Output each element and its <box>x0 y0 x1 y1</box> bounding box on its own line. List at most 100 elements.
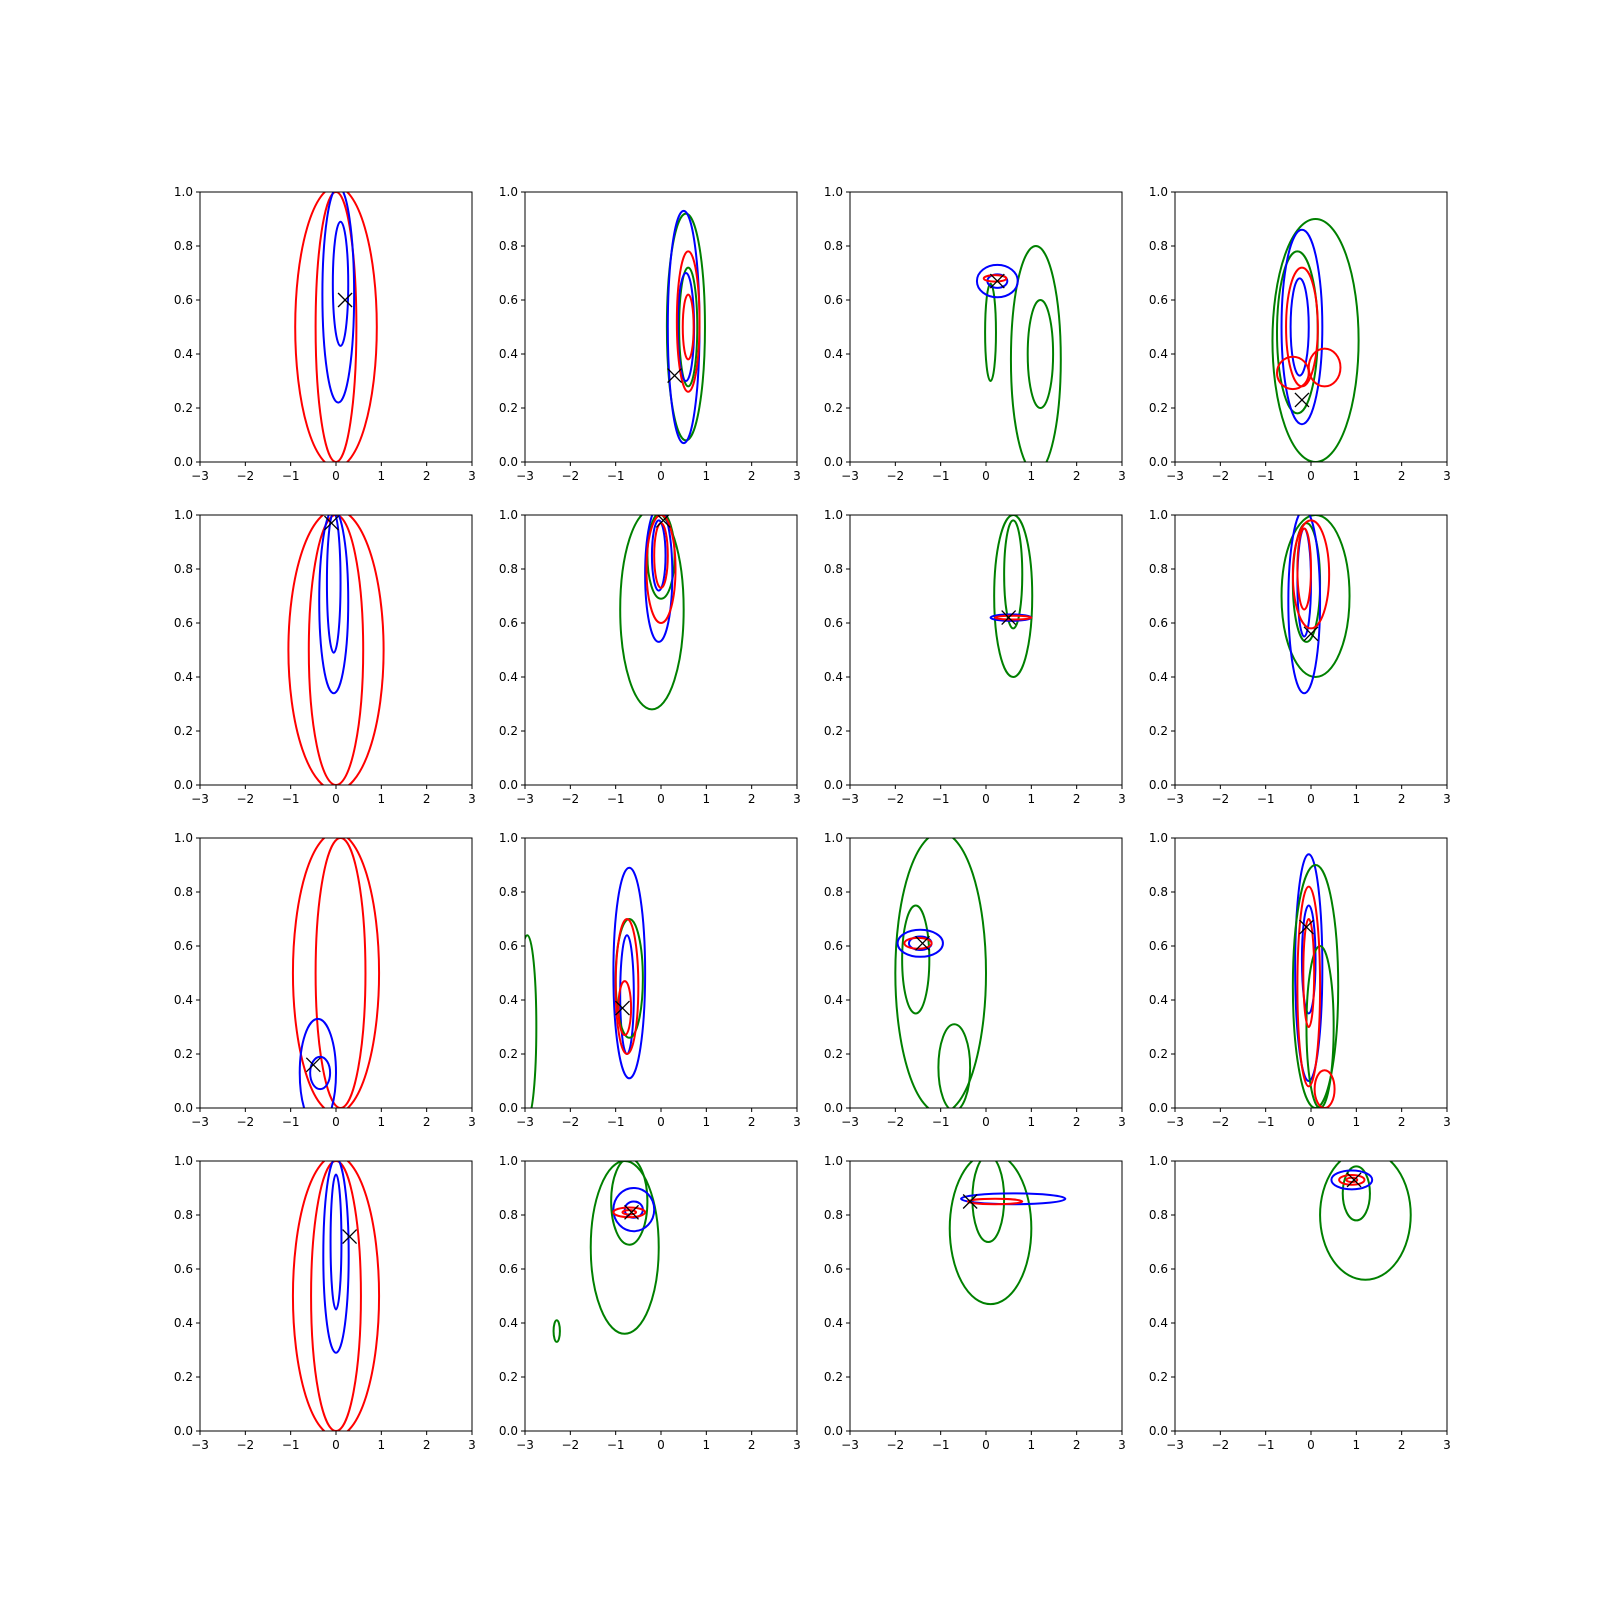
x-tick-label: 3 <box>1118 1115 1126 1129</box>
x-tick-label: 0 <box>657 1115 665 1129</box>
x-tick-label: 2 <box>748 469 756 483</box>
x-tick-label: −3 <box>841 1438 859 1452</box>
x-tick-label: −3 <box>1166 1438 1184 1452</box>
x-tick-label: 0 <box>332 1438 340 1452</box>
plot-area <box>552 1161 660 1343</box>
x-tick-label: 1 <box>1353 1438 1361 1452</box>
x-tick-label: 1 <box>378 792 386 806</box>
y-tick-label: 0.0 <box>499 1424 518 1438</box>
x-tick-label: −1 <box>1257 469 1275 483</box>
y-tick-label: 1.0 <box>174 508 193 522</box>
y-tick-label: 0.8 <box>824 885 843 899</box>
blue-contour-line <box>321 192 356 404</box>
x-marker <box>1001 610 1017 626</box>
y-tick-label: 0.4 <box>174 670 193 684</box>
x-tick-label: −2 <box>1211 792 1229 806</box>
x-marker-stroke <box>1303 626 1319 642</box>
x-tick-label: 1 <box>703 1438 711 1452</box>
x-tick-label: −2 <box>886 469 904 483</box>
blue-contour-line <box>1289 277 1310 377</box>
x-tick-label: 0 <box>982 792 990 806</box>
x-tick-label: 1 <box>378 469 386 483</box>
blue-contour-line <box>1287 515 1322 695</box>
red-contour-line <box>645 515 677 624</box>
x-marker <box>1294 392 1310 408</box>
red-contour-line <box>314 838 367 1108</box>
axes-frame <box>524 514 798 786</box>
x-tick-label: 3 <box>1443 469 1451 483</box>
green-contour-line <box>901 904 931 1015</box>
x-tick-label: −1 <box>282 469 300 483</box>
y-tick-label: 0.2 <box>1149 1047 1168 1061</box>
x-marker-stroke <box>624 1204 639 1220</box>
x-tick-label: 1 <box>1353 792 1361 806</box>
plot-area <box>291 838 381 1108</box>
x-tick-label: 0 <box>657 1438 665 1452</box>
y-tick-label: 0.2 <box>824 724 843 738</box>
y-tick-label: 0.4 <box>499 1316 518 1330</box>
x-tick-label: −2 <box>886 1438 904 1452</box>
y-tick-label: 0.6 <box>1149 1262 1168 1276</box>
blue-contour-line <box>1280 228 1324 426</box>
y-tick-label: 0.4 <box>174 1316 193 1330</box>
y-tick-label: 1.0 <box>824 508 843 522</box>
x-tick-label: 1 <box>378 1115 386 1129</box>
x-marker <box>305 1057 321 1073</box>
x-tick-label: −1 <box>1257 792 1275 806</box>
subplot-6: −3 −2 −1 0 1 2 3 0.0 0.2 0.4 0.6 0.8 1.0 <box>499 508 801 806</box>
x-tick-label: 1 <box>703 792 711 806</box>
green-contour-line <box>1271 218 1360 462</box>
x-tick-label: 3 <box>468 1115 476 1129</box>
x-tick-label: −2 <box>236 792 254 806</box>
x-tick-label: 3 <box>468 792 476 806</box>
x-tick-label: −1 <box>282 792 300 806</box>
x-tick-label: 1 <box>1028 1438 1036 1452</box>
green-contour-line <box>1341 1165 1371 1222</box>
x-tick-label: −1 <box>282 1115 300 1129</box>
red-contour-line <box>1302 918 1316 1028</box>
x-tick-label: −3 <box>191 1438 209 1452</box>
y-tick-label: 0.0 <box>499 455 518 469</box>
x-tick-label: −2 <box>1211 1115 1229 1129</box>
blue-contour-line <box>309 1055 332 1091</box>
y-tick-label: 0.0 <box>1149 455 1168 469</box>
x-tick-label: 0 <box>1307 792 1315 806</box>
x-tick-label: 2 <box>748 1115 756 1129</box>
y-tick-label: 1.0 <box>499 1154 518 1168</box>
x-tick-label: −3 <box>516 1438 534 1452</box>
y-tick-label: 0.8 <box>1149 562 1168 576</box>
x-tick-label: −1 <box>1257 1438 1275 1452</box>
plot-area <box>1271 218 1360 462</box>
y-tick-label: 0.4 <box>499 347 518 361</box>
x-tick-label: 3 <box>793 1438 801 1452</box>
red-contour-line <box>314 192 358 462</box>
x-tick-label: 2 <box>1398 792 1406 806</box>
axes-frame <box>849 1160 1123 1432</box>
y-tick-label: 0.8 <box>824 239 843 253</box>
y-tick-label: 0.6 <box>1149 293 1168 307</box>
y-tick-label: 1.0 <box>499 508 518 522</box>
y-tick-label: 0.0 <box>174 778 193 792</box>
x-tick-label: 3 <box>1443 792 1451 806</box>
x-tick-label: −3 <box>516 469 534 483</box>
x-tick-label: 3 <box>1118 792 1126 806</box>
x-tick-label: 0 <box>332 792 340 806</box>
blue-contour-line <box>318 515 350 695</box>
plot-area <box>287 515 385 785</box>
y-tick-label: 0.6 <box>174 1262 193 1276</box>
x-marker-stroke <box>962 1194 978 1209</box>
x-tick-label: −3 <box>841 792 859 806</box>
y-tick-label: 0.6 <box>499 1262 518 1276</box>
x-marker <box>615 1000 630 1016</box>
y-tick-label: 0.8 <box>174 562 193 576</box>
x-tick-label: 3 <box>1443 1115 1451 1129</box>
plot-area <box>894 838 987 1108</box>
y-tick-label: 0.4 <box>174 347 193 361</box>
y-tick-label: 0.8 <box>824 562 843 576</box>
x-tick-label: −2 <box>236 469 254 483</box>
x-tick-label: −3 <box>191 469 209 483</box>
x-tick-label: −1 <box>607 792 625 806</box>
x-tick-label: 2 <box>1073 1438 1081 1452</box>
green-contour-line <box>589 1161 660 1335</box>
y-tick-label: 0.8 <box>174 239 193 253</box>
